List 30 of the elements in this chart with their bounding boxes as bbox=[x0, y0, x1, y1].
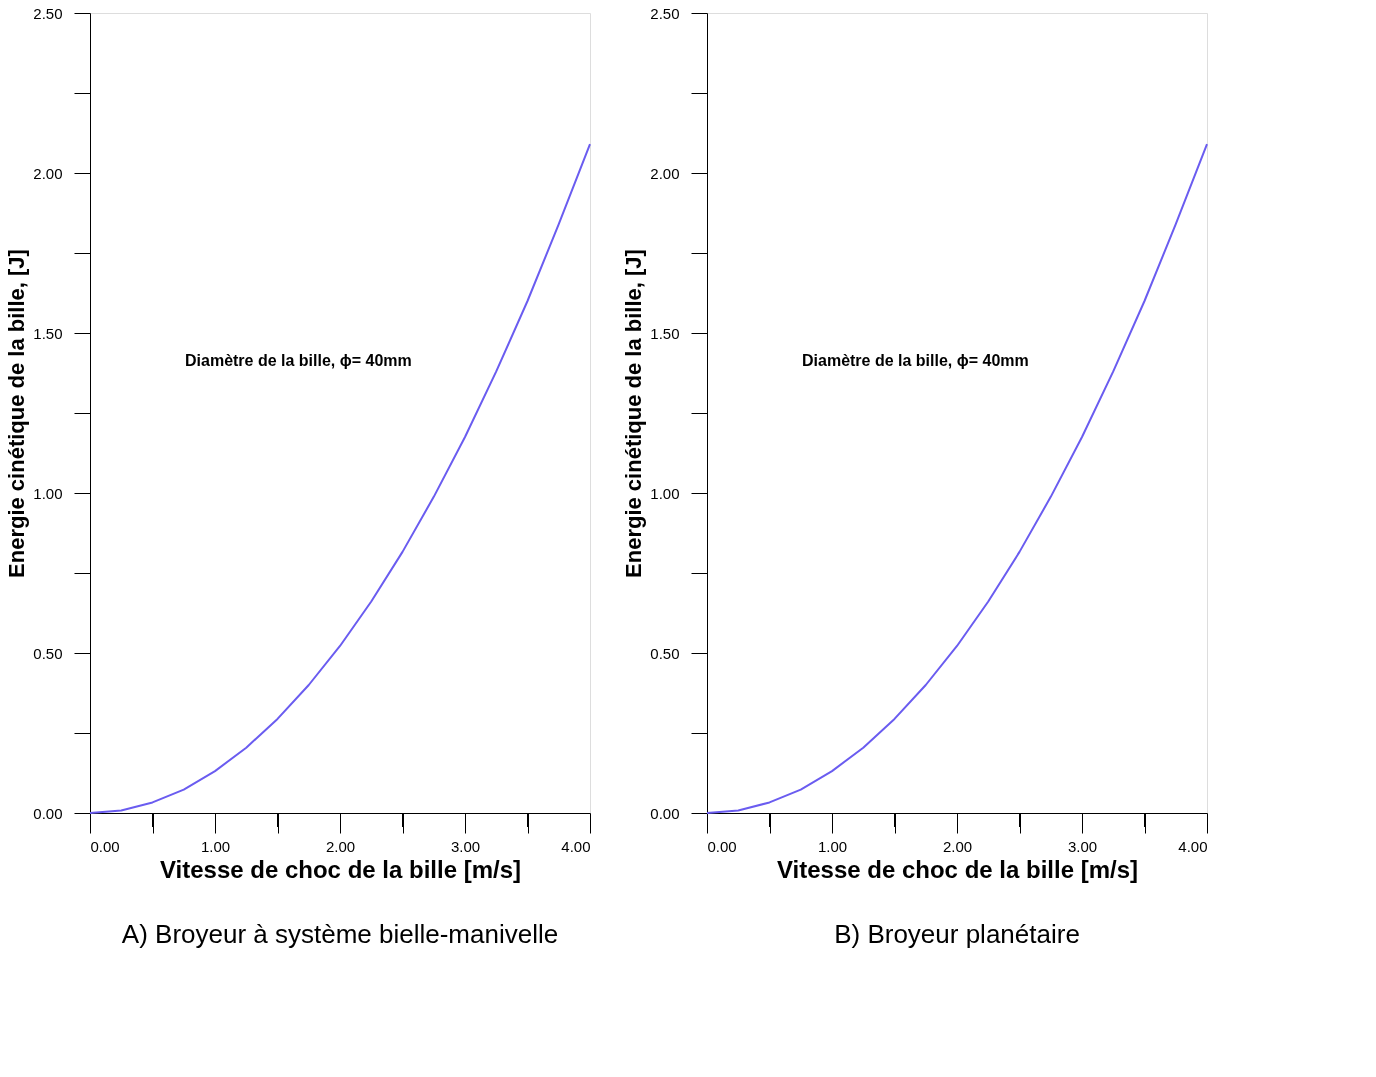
y-axis-title: Energie cinétique de la bille, [J] bbox=[621, 249, 647, 578]
x-tick-label: 0.00 bbox=[90, 837, 120, 855]
x-tick-label: 2.00 bbox=[942, 837, 973, 855]
text: A) Broyeur à système bielle-manivelle bbox=[121, 919, 559, 949]
y-axis-title: Energie cinétique de la bille, [J] bbox=[4, 249, 30, 578]
x-axis-title: Vitesse de choc de la bille [m/s] bbox=[776, 855, 1139, 883]
annotation: Diamètre de la bille, ϕ= 40mm bbox=[802, 352, 1029, 369]
y-tick-label: 1.00 bbox=[650, 484, 680, 502]
y-tick-label: 0.00 bbox=[33, 804, 63, 822]
x-tick-label: 2.00 bbox=[325, 837, 356, 855]
y-tick-label: 1.50 bbox=[650, 324, 680, 342]
y-tick-label: 2.00 bbox=[650, 164, 680, 182]
x-tick-label: 4.00 bbox=[1178, 837, 1208, 855]
y-tick-label: 1.50 bbox=[33, 324, 63, 342]
y-tick-label: 2.50 bbox=[33, 4, 63, 22]
x-axis-title: Vitesse de choc de la bille [m/s] bbox=[159, 855, 522, 883]
y-tick-label: 0.50 bbox=[33, 644, 63, 662]
x-tick-label: 3.00 bbox=[450, 837, 481, 855]
x-tick-label: 0.00 bbox=[707, 837, 737, 855]
y-tick-label: 1.00 bbox=[33, 484, 63, 502]
x-tick-label: 3.00 bbox=[1067, 837, 1098, 855]
x-tick-label: 1.00 bbox=[200, 837, 231, 855]
x-tick-label: 4.00 bbox=[561, 837, 591, 855]
text: B) Broyeur planétaire bbox=[834, 919, 1080, 949]
y-tick-label: 0.50 bbox=[650, 644, 680, 662]
y-tick-label: 2.50 bbox=[650, 4, 680, 22]
x-tick-label: 1.00 bbox=[817, 837, 848, 855]
y-tick-label: 0.00 bbox=[650, 804, 680, 822]
y-tick-label: 2.00 bbox=[33, 164, 63, 182]
annotation: Diamètre de la bille, ϕ= 40mm bbox=[185, 352, 412, 369]
